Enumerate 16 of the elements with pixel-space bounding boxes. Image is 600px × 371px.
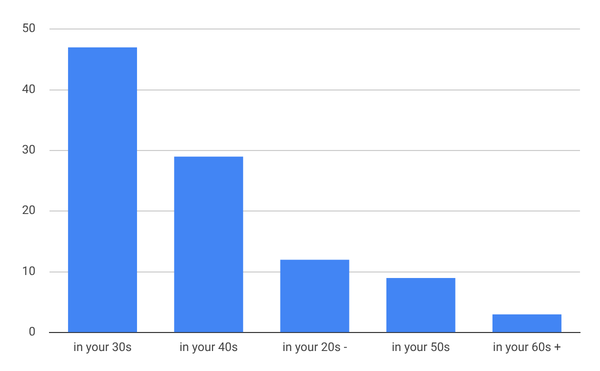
y-tick-label: 30 xyxy=(22,142,36,157)
bar xyxy=(386,278,456,332)
y-tick-label: 50 xyxy=(22,21,36,36)
bar xyxy=(492,314,562,332)
bar xyxy=(280,260,350,332)
x-tick-label: in your 30s xyxy=(73,340,132,354)
y-tick-label: 0 xyxy=(28,324,36,339)
x-tick-label: in your 50s xyxy=(392,340,450,354)
y-tick-label: 20 xyxy=(22,203,36,218)
bar xyxy=(68,47,138,332)
y-tick-label: 40 xyxy=(22,82,36,96)
bar xyxy=(174,156,244,332)
x-tick-label: in your 40s xyxy=(179,340,238,354)
x-tick-label: in your 60s + xyxy=(492,340,562,354)
y-tick-label: 10 xyxy=(22,264,36,278)
x-tick-label: in your 20s - xyxy=(282,340,348,354)
